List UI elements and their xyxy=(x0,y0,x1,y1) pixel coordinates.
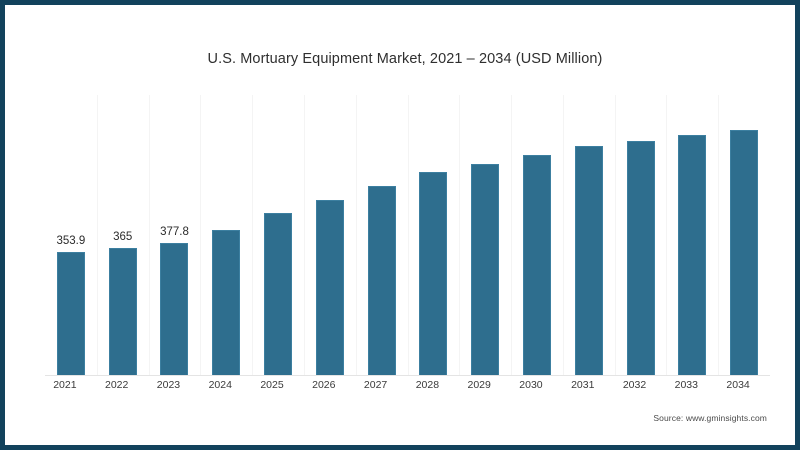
gridline-vertical xyxy=(96,95,98,376)
bar-value-label: 365 xyxy=(113,230,133,243)
x-axis-tick-2025: 2025 xyxy=(260,379,284,391)
x-axis-tick-labels: 2021 2022 2023 2024 2025 2026 2027 2028 2029 2030… xyxy=(45,379,770,397)
bar-2027[interactable] xyxy=(367,95,396,376)
bar-2023[interactable]: 377.8 xyxy=(160,95,189,376)
bar-rect xyxy=(264,212,293,376)
bar-2032[interactable] xyxy=(626,95,655,376)
bar-rect xyxy=(730,130,759,376)
x-axis-tick-2033: 2033 xyxy=(674,379,698,391)
x-axis-baseline xyxy=(45,375,770,376)
bar-rect xyxy=(522,154,551,376)
x-axis-tick-2031: 2031 xyxy=(571,379,595,391)
bar-rect xyxy=(471,163,500,376)
x-axis-tick-2026: 2026 xyxy=(312,379,336,391)
gridline-vertical xyxy=(355,95,357,376)
gridline-vertical xyxy=(511,95,513,376)
x-axis-tick-2028: 2028 xyxy=(415,379,440,391)
bar-2026[interactable] xyxy=(315,95,344,376)
plot-area: 353.9 365 377.8 xyxy=(45,95,770,376)
bar-rect xyxy=(56,251,85,376)
source-note: Source: www.gminsights.com xyxy=(653,413,767,423)
gridline-vertical xyxy=(148,95,150,376)
x-axis-tick-2032: 2032 xyxy=(622,379,647,391)
bar-2034[interactable] xyxy=(730,95,759,376)
bar-2033[interactable] xyxy=(678,95,707,376)
x-axis-tick-2029: 2029 xyxy=(467,379,491,391)
bar-2024[interactable] xyxy=(212,95,241,376)
gridline-vertical xyxy=(614,95,616,376)
x-axis-tick-2030: 2030 xyxy=(519,379,543,391)
x-axis-tick-2027: 2027 xyxy=(363,379,388,391)
bar-rect xyxy=(367,186,396,376)
bar-2021[interactable]: 353.9 xyxy=(57,95,85,376)
bar-rect xyxy=(108,247,137,376)
gridline-vertical xyxy=(562,95,564,376)
bar-value-label: 377.8 xyxy=(160,226,189,239)
x-axis-tick-2034: 2034 xyxy=(726,379,750,391)
gridline-vertical xyxy=(200,95,202,376)
chart-title: U.S. Mortuary Equipment Market, 2021 – 2… xyxy=(207,51,603,67)
bar-2029[interactable] xyxy=(471,95,500,376)
gridline-vertical xyxy=(252,95,254,376)
x-axis-tick-2023: 2023 xyxy=(156,379,181,391)
gridline-vertical xyxy=(303,95,305,376)
bar-2025[interactable] xyxy=(264,95,293,376)
bar-2031[interactable] xyxy=(574,95,603,376)
x-axis-tick-2021: 2021 xyxy=(53,379,77,391)
bar-rect xyxy=(160,243,189,376)
bar-2022[interactable]: 365 xyxy=(108,95,137,376)
bar-2028[interactable] xyxy=(419,95,448,376)
bar-rect xyxy=(419,172,448,376)
gridline-vertical xyxy=(666,95,668,376)
gridline-vertical xyxy=(718,95,720,376)
gridline-vertical xyxy=(407,95,409,376)
gridline-vertical xyxy=(459,95,461,376)
bar-rect xyxy=(678,135,707,376)
x-axis-tick-2022: 2022 xyxy=(104,379,129,391)
bar-value-label: 353.9 xyxy=(56,234,86,247)
bar-rect xyxy=(626,140,655,376)
bar-rect xyxy=(315,200,344,376)
bar-2030[interactable] xyxy=(522,95,551,376)
x-axis-tick-2024: 2024 xyxy=(208,379,232,391)
bar-rect xyxy=(212,230,241,376)
bar-rect xyxy=(574,145,603,376)
